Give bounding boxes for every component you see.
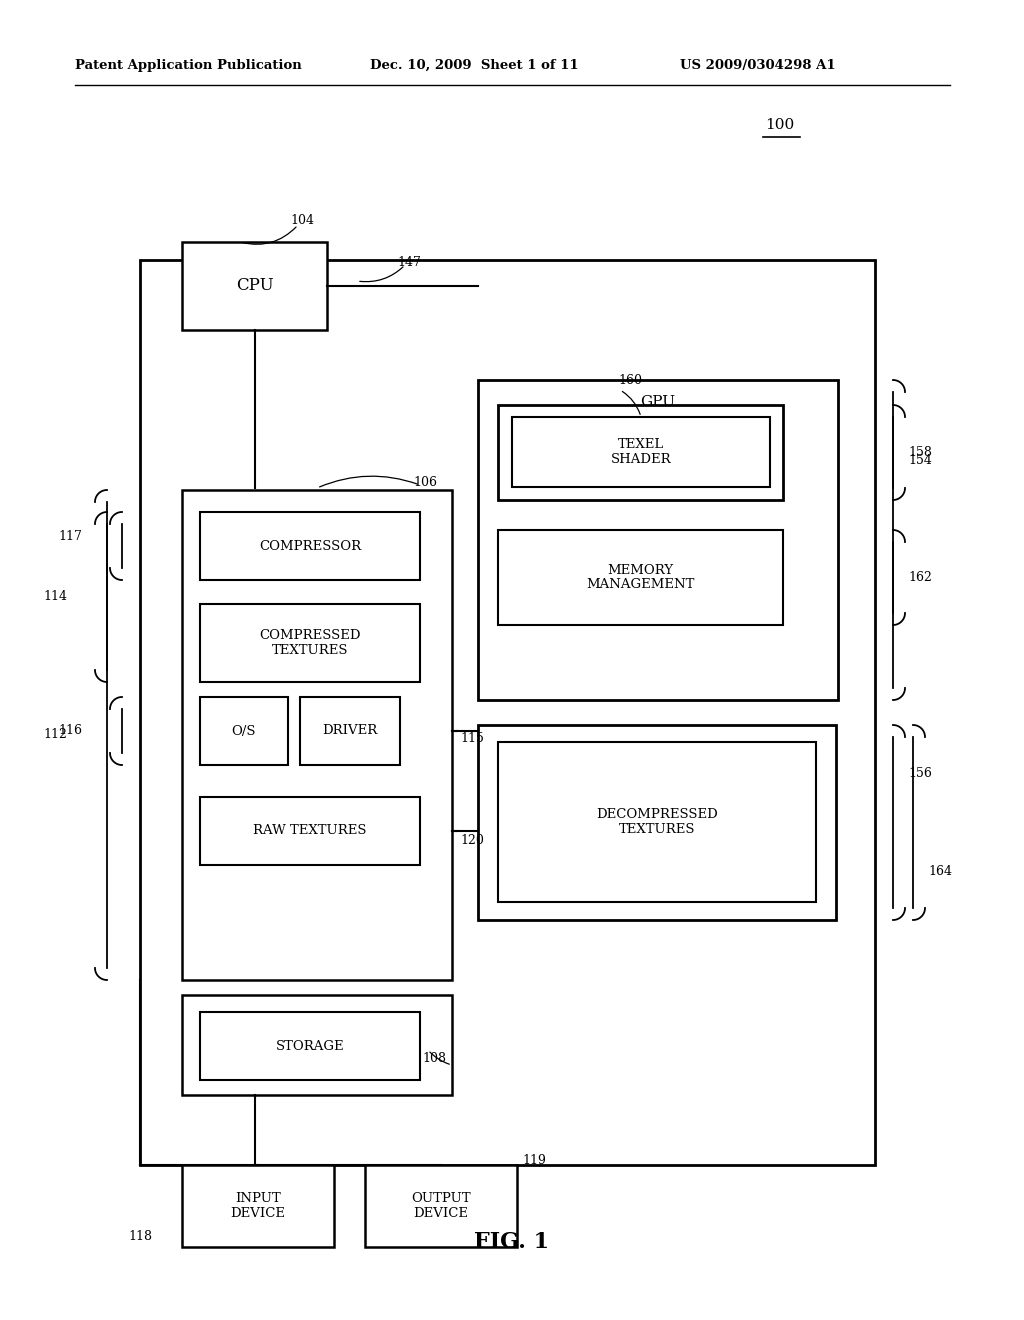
Text: 158: 158 xyxy=(908,446,932,459)
Text: O/S: O/S xyxy=(231,725,256,738)
Text: 100: 100 xyxy=(765,117,795,132)
Bar xyxy=(182,490,452,979)
Text: 156: 156 xyxy=(908,767,932,780)
Text: 116: 116 xyxy=(58,725,82,738)
Bar xyxy=(498,405,783,500)
Text: 120: 120 xyxy=(460,834,484,847)
Text: COMPRESSOR: COMPRESSOR xyxy=(259,540,361,553)
Bar xyxy=(182,1166,334,1247)
Text: RAW TEXTURES: RAW TEXTURES xyxy=(253,825,367,837)
Bar xyxy=(182,995,452,1096)
Bar xyxy=(200,512,420,579)
Text: 119: 119 xyxy=(522,1154,546,1167)
Text: MEMORY
MANAGEMENT: MEMORY MANAGEMENT xyxy=(587,564,694,591)
Bar xyxy=(182,242,327,330)
Bar xyxy=(200,797,420,865)
Text: COMPRESSED
TEXTURES: COMPRESSED TEXTURES xyxy=(259,630,360,657)
Bar xyxy=(365,1166,517,1247)
Bar xyxy=(478,725,836,920)
Text: 106: 106 xyxy=(413,475,437,488)
Text: GPU: GPU xyxy=(640,395,676,409)
Text: INPUT
DEVICE: INPUT DEVICE xyxy=(230,1192,286,1220)
Text: 117: 117 xyxy=(58,529,82,543)
Bar xyxy=(200,1012,420,1080)
Bar xyxy=(300,697,400,766)
Bar xyxy=(498,742,816,902)
Text: DECOMPRESSED
TEXTURES: DECOMPRESSED TEXTURES xyxy=(596,808,718,836)
Text: 154: 154 xyxy=(908,454,932,466)
Text: Dec. 10, 2009  Sheet 1 of 11: Dec. 10, 2009 Sheet 1 of 11 xyxy=(370,58,579,71)
Text: Patent Application Publication: Patent Application Publication xyxy=(75,58,302,71)
Text: 115: 115 xyxy=(460,733,484,746)
Text: 118: 118 xyxy=(128,1230,152,1243)
Text: US 2009/0304298 A1: US 2009/0304298 A1 xyxy=(680,58,836,71)
Text: 147: 147 xyxy=(397,256,421,268)
Text: 112: 112 xyxy=(43,729,67,742)
Text: DRIVER: DRIVER xyxy=(323,725,378,738)
Text: STORAGE: STORAGE xyxy=(275,1040,344,1052)
Text: FIG. 1: FIG. 1 xyxy=(474,1232,550,1253)
Text: 104: 104 xyxy=(290,214,314,227)
Text: OUTPUT
DEVICE: OUTPUT DEVICE xyxy=(412,1192,471,1220)
Bar xyxy=(512,417,770,487)
Bar xyxy=(478,380,838,700)
Text: TEXEL
SHADER: TEXEL SHADER xyxy=(610,438,672,466)
Text: 162: 162 xyxy=(908,572,932,583)
Text: 108: 108 xyxy=(422,1052,446,1064)
Text: CPU: CPU xyxy=(236,277,273,294)
Bar xyxy=(140,260,874,1166)
Text: 164: 164 xyxy=(928,865,952,878)
Text: 114: 114 xyxy=(43,590,67,603)
Text: 160: 160 xyxy=(618,374,642,387)
Bar xyxy=(200,605,420,682)
Bar xyxy=(498,531,783,624)
Bar xyxy=(200,697,288,766)
